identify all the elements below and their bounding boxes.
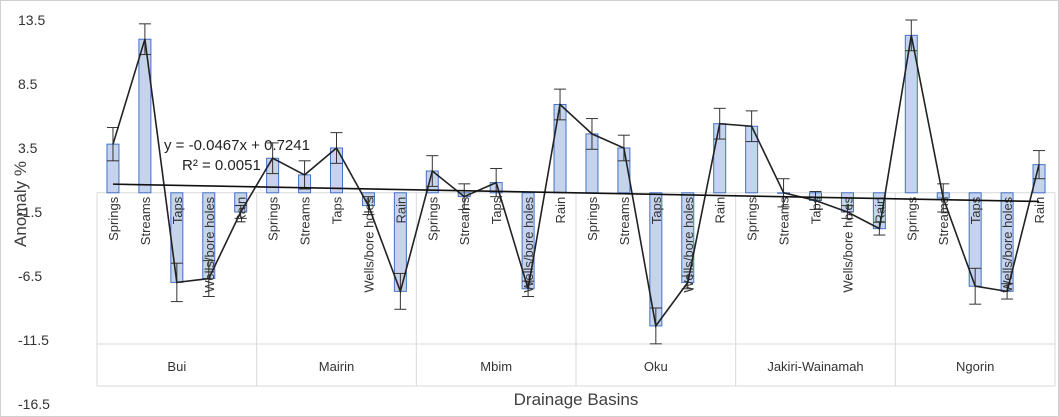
category-label-jakiri-wainamah-1: Streams: [777, 196, 792, 245]
x-axis-title: Drainage Basins: [514, 390, 639, 409]
category-label-ngorin-4: Rain: [1032, 197, 1047, 224]
category-label-oku-2: Taps: [649, 196, 664, 224]
moving-line: [112, 35, 1040, 328]
category-label-bui-1: Streams: [138, 196, 153, 245]
y-axis-title: Anomaly %: [11, 161, 30, 247]
category-label-ngorin-0: Springs: [904, 196, 919, 241]
y-tick-label-4: -6.5: [18, 268, 42, 284]
category-label-mbim-0: Springs: [425, 196, 440, 241]
category-label-mairin-0: Springs: [266, 196, 281, 241]
category-label-mairin-4: Rain: [393, 197, 408, 224]
category-label-jakiri-wainamah-3: Wells/bore holes: [840, 196, 855, 292]
category-label-jakiri-wainamah-0: Springs: [745, 196, 760, 241]
category-label-bui-2: Taps: [170, 196, 185, 224]
y-tick-label-0: 13.5: [18, 12, 45, 28]
trendline-r-squared: R² = 0.0051: [182, 157, 261, 174]
category-label-mairin-2: Taps: [330, 196, 345, 224]
group-label-bui: Bui: [167, 359, 186, 374]
category-label-mbim-2: Taps: [489, 196, 504, 224]
trendline-equation: y = -0.0467x + 0.7241: [164, 137, 310, 154]
group-label-mairin: Mairin: [319, 359, 354, 374]
group-label-ngorin: Ngorin: [956, 359, 994, 374]
category-label-mbim-4: Rain: [553, 197, 568, 224]
category-label-oku-1: Streams: [617, 196, 632, 245]
category-label-mbim-1: Streams: [457, 196, 472, 245]
category-label-oku-0: Springs: [585, 196, 600, 241]
y-tick-label-3: -1.5: [18, 204, 42, 220]
category-label-oku-3: Wells/bore holes: [681, 196, 696, 292]
category-label-mairin-3: Wells/bore holes: [361, 196, 376, 292]
linear-trendline: [112, 183, 1040, 203]
category-label-ngorin-3: Wells/bore holes: [1000, 196, 1015, 292]
category-label-jakiri-wainamah-2: Taps: [809, 196, 824, 224]
category-label-ngorin-2: Taps: [968, 196, 983, 224]
y-tick-label-2: 3.5: [18, 140, 38, 156]
group-label-mbim: Mbim: [480, 359, 512, 374]
category-label-jakiri-wainamah-4: Rain: [872, 197, 887, 224]
category-label-oku-4: Rain: [713, 197, 728, 224]
bar-bui-1: [138, 38, 152, 194]
category-label-bui-0: Springs: [106, 196, 121, 241]
y-tick-label-5: -11.5: [18, 332, 49, 348]
category-label-mairin-1: Streams: [298, 196, 313, 245]
category-label-ngorin-1: Streams: [936, 196, 951, 245]
group-label-oku: Oku: [644, 359, 668, 374]
y-tick-label-6: -16.5: [18, 396, 50, 412]
category-label-mbim-3: Wells/bore holes: [521, 196, 536, 292]
y-tick-label-1: 8.5: [18, 76, 38, 92]
group-label-jakiri-wainamah: Jakiri-Wainamah: [767, 359, 863, 374]
